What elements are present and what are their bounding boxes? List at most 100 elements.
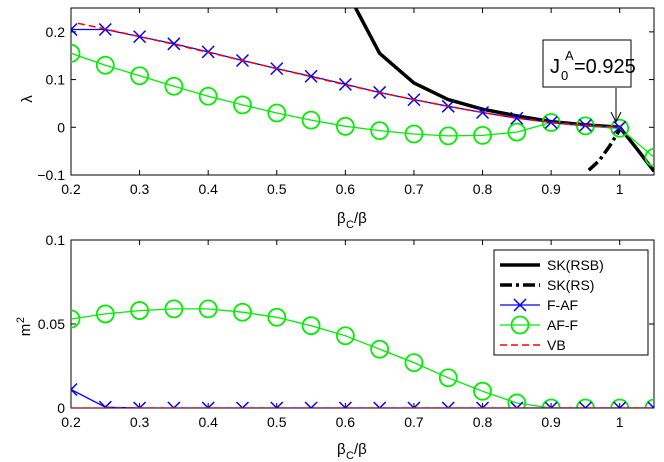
point-af-f [541, 113, 561, 132]
point-f-af [201, 401, 215, 408]
point-af-f [164, 76, 184, 96]
point-af-f [404, 124, 424, 144]
annotation-j: J [550, 56, 560, 78]
point-af-f [71, 43, 81, 63]
annotation-sub: 0 [561, 68, 568, 83]
point-af-f [473, 125, 492, 145]
point-f-af [510, 401, 524, 408]
point-f-af [167, 401, 181, 408]
bottom-x-axis-label: β C /β [337, 441, 367, 462]
legend: SK(RSB) SK(RS) F-AF AF-F VB [493, 249, 649, 356]
point-af-f [301, 110, 321, 130]
point-f-af [71, 382, 78, 397]
top-xlabel-tail: /β [354, 210, 367, 227]
point-af-f [198, 86, 218, 106]
legend-label: SK(RS) [547, 277, 594, 293]
point-f-af [373, 401, 387, 408]
x-tick-label: 0.4 [198, 181, 218, 197]
x-tick-label: 0.4 [198, 414, 218, 430]
point-f-af [338, 401, 352, 408]
legend-label: SK(RSB) [547, 257, 604, 273]
legend-label: AF-F [547, 317, 578, 333]
legend-marker [510, 315, 530, 335]
top-plot-frame [70, 7, 655, 176]
point-f-af [475, 105, 490, 120]
y-tick-label: 0 [57, 119, 65, 135]
series-line-f-af [71, 28, 620, 128]
y-tick-label: 0 [57, 400, 65, 416]
legend-item: VB [500, 337, 566, 353]
point-af-f [404, 353, 424, 373]
bottom-xlabel-tail: /β [354, 441, 367, 458]
bottom-panel: 0.2 0.3 0.4 0.5 0.6 0.7 0.8 0.9 1 0 0.05 0.1 SK(RSB… [15, 232, 655, 462]
point-af-f [370, 121, 390, 141]
legend-item: SK(RSB) [500, 257, 604, 273]
point-af-f [370, 339, 390, 359]
y-tick-label: 0.2 [46, 24, 66, 40]
bottom-y-axis-label: m 2 [15, 317, 34, 336]
point-f-af [304, 69, 318, 83]
x-tick-label: 0.5 [267, 414, 287, 430]
series-sk-rs [587, 128, 622, 172]
x-tick-label: 0.6 [336, 414, 356, 430]
x-tick-label: 0.2 [61, 414, 81, 430]
x-tick-label: 0.2 [61, 181, 81, 197]
point-af-f [335, 326, 355, 346]
annotation-value: =0.925 [574, 56, 636, 78]
point-f-af [407, 401, 421, 408]
x-tick-label: 0.8 [473, 414, 493, 430]
point-f-af [544, 115, 558, 130]
point-af-f [198, 299, 218, 319]
point-f-af [270, 401, 284, 408]
x-tick-label: 0.9 [541, 181, 561, 197]
point-f-af [133, 30, 147, 44]
legend-item: AF-F [500, 315, 578, 335]
x-tick-label: 0.6 [336, 181, 356, 197]
x-tick-label: 0.3 [130, 414, 150, 430]
point-af-f [644, 147, 654, 167]
bottom-ylabel-m: m [17, 324, 34, 337]
j0a-annotation: J 0 A =0.925 [542, 39, 636, 124]
point-f-af [98, 400, 112, 408]
point-af-f [164, 299, 184, 319]
bottom-xlabel-sub: C [346, 450, 354, 462]
point-af-f [95, 55, 115, 75]
point-af-f [233, 95, 252, 115]
point-af-f [267, 103, 287, 123]
x-tick-label: 0.9 [541, 414, 561, 430]
top-y-axis-label: λ [19, 95, 36, 103]
point-af-f [438, 126, 458, 146]
point-af-f [507, 393, 527, 408]
top-ticks: 0.2 0.3 0.4 0.5 0.6 0.7 0.8 0.9 1 −0.1 0 0.1 0.2 [37, 8, 654, 197]
point-f-af [578, 401, 592, 408]
legend-item: SK(RS) [500, 277, 594, 293]
x-tick-label: 0.7 [404, 181, 424, 197]
point-af-f [473, 381, 492, 401]
legend-label: VB [547, 337, 566, 353]
top-panel: 0.2 0.3 0.4 0.5 0.6 0.7 0.8 0.9 1 −0.1 0 0.1 0.2 J 0… [19, 7, 655, 231]
point-af-f [130, 66, 149, 86]
point-f-af [510, 111, 524, 125]
point-f-af [167, 37, 181, 51]
point-f-af [71, 22, 78, 37]
x-tick-label: 1 [616, 181, 624, 197]
point-f-af [441, 401, 455, 408]
top-x-axis-label: β C /β [337, 210, 367, 231]
series-f-af [71, 22, 627, 134]
point-f-af [304, 401, 318, 408]
point-af-f [507, 122, 527, 142]
series-line-sk-rs [587, 128, 622, 172]
legend-marker [513, 298, 527, 312]
x-tick-label: 0.5 [267, 181, 287, 197]
y-tick-label: 0.1 [46, 72, 66, 88]
bottom-series-group [71, 299, 654, 408]
bottom-xlabel-beta: β [337, 441, 346, 458]
y-tick-label: 0.05 [38, 316, 65, 332]
top-xlabel-beta: β [337, 210, 346, 227]
series-vb [77, 22, 620, 129]
top-xlabel-sub: C [346, 219, 354, 231]
point-af-f [301, 316, 321, 336]
annotation-arrow-head [610, 111, 622, 124]
annotation-sup: A [565, 48, 574, 63]
